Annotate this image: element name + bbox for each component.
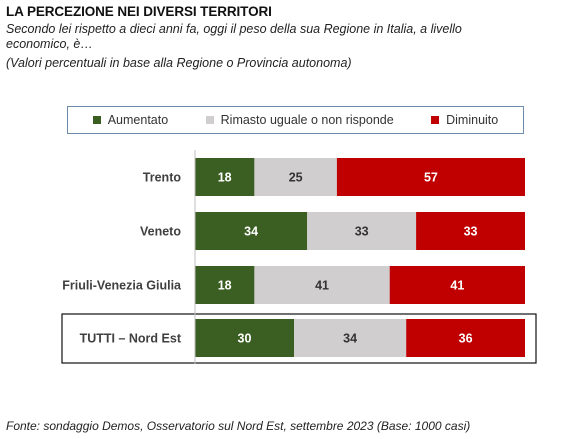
bar-aumentato-friuli-venezia-giulia bbox=[195, 266, 255, 304]
data-label-diminuito-tutti-nord-est: 36 bbox=[459, 332, 473, 346]
chart-note: (Valori percentuali in base alla Regione… bbox=[6, 56, 352, 70]
legend-item-diminuito: Diminuito bbox=[431, 113, 498, 127]
data-label-aumentato-trento: 18 bbox=[218, 171, 232, 185]
bar-rimasto-uguale-o-non-risponde-tutti-nord-est bbox=[294, 319, 407, 357]
legend-label-aumentato: Aumentato bbox=[107, 113, 169, 127]
data-label-rimasto-uguale-o-non-risponde-trento: 25 bbox=[289, 171, 303, 185]
bar-diminuito-friuli-venezia-giulia bbox=[389, 266, 525, 304]
data-label-diminuito-veneto: 33 bbox=[464, 225, 478, 239]
data-label-aumentato-veneto: 34 bbox=[244, 225, 258, 239]
chart-title: LA PERCEZIONE NEI DIVERSI TERRITORI bbox=[6, 4, 272, 19]
legend-item-aumentato: Aumentato bbox=[92, 113, 169, 127]
legend-swatch-aumentato bbox=[92, 116, 101, 124]
data-label-diminuito-friuli-venezia-giulia: 41 bbox=[450, 279, 464, 293]
category-label-friuli-venezia-giulia: Friuli-Venezia Giulia bbox=[62, 279, 182, 293]
data-label-rimasto-uguale-o-non-risponde-friuli-venezia-giulia: 41 bbox=[315, 279, 329, 293]
legend-item-rimasto: Rimasto uguale o non risponde bbox=[205, 113, 394, 127]
data-label-aumentato-friuli-venezia-giulia: 18 bbox=[218, 279, 232, 293]
category-label-veneto: Veneto bbox=[140, 225, 181, 239]
bar-rimasto-uguale-o-non-risponde-trento bbox=[254, 158, 337, 196]
data-label-aumentato-tutti-nord-est: 30 bbox=[238, 332, 252, 346]
bar-diminuito-trento bbox=[336, 158, 525, 196]
data-label-rimasto-uguale-o-non-risponde-tutti-nord-est: 34 bbox=[343, 332, 357, 346]
legend-label-diminuito: Diminuito bbox=[446, 113, 499, 127]
bar-aumentato-trento bbox=[195, 158, 255, 196]
category-label-tutti-nord-est: TUTTI – Nord Est bbox=[80, 332, 182, 346]
legend-swatch-rimasto bbox=[205, 116, 214, 124]
bar-diminuito-tutti-nord-est bbox=[406, 319, 525, 357]
legend-label-rimasto: Rimasto uguale o non risponde bbox=[220, 113, 394, 127]
legend-swatch-diminuito bbox=[431, 116, 440, 124]
category-label-trento: Trento bbox=[143, 171, 182, 185]
bar-diminuito-veneto bbox=[416, 212, 525, 250]
legend: Aumentato Rimasto uguale o non risponde … bbox=[67, 106, 524, 134]
data-label-diminuito-trento: 57 bbox=[424, 171, 438, 185]
bar-rimasto-uguale-o-non-risponde-veneto bbox=[307, 212, 417, 250]
bar-rimasto-uguale-o-non-risponde-friuli-venezia-giulia bbox=[254, 266, 390, 304]
data-label-rimasto-uguale-o-non-risponde-veneto: 33 bbox=[355, 225, 369, 239]
bar-aumentato-veneto bbox=[195, 212, 308, 250]
highlight-box-total bbox=[61, 313, 537, 364]
bar-aumentato-tutti-nord-est bbox=[195, 319, 294, 357]
chart-subtitle: Secondo lei rispetto a dieci anni fa, og… bbox=[6, 22, 462, 51]
source-note: Fonte: sondaggio Demos, Osservatorio sul… bbox=[6, 419, 471, 433]
